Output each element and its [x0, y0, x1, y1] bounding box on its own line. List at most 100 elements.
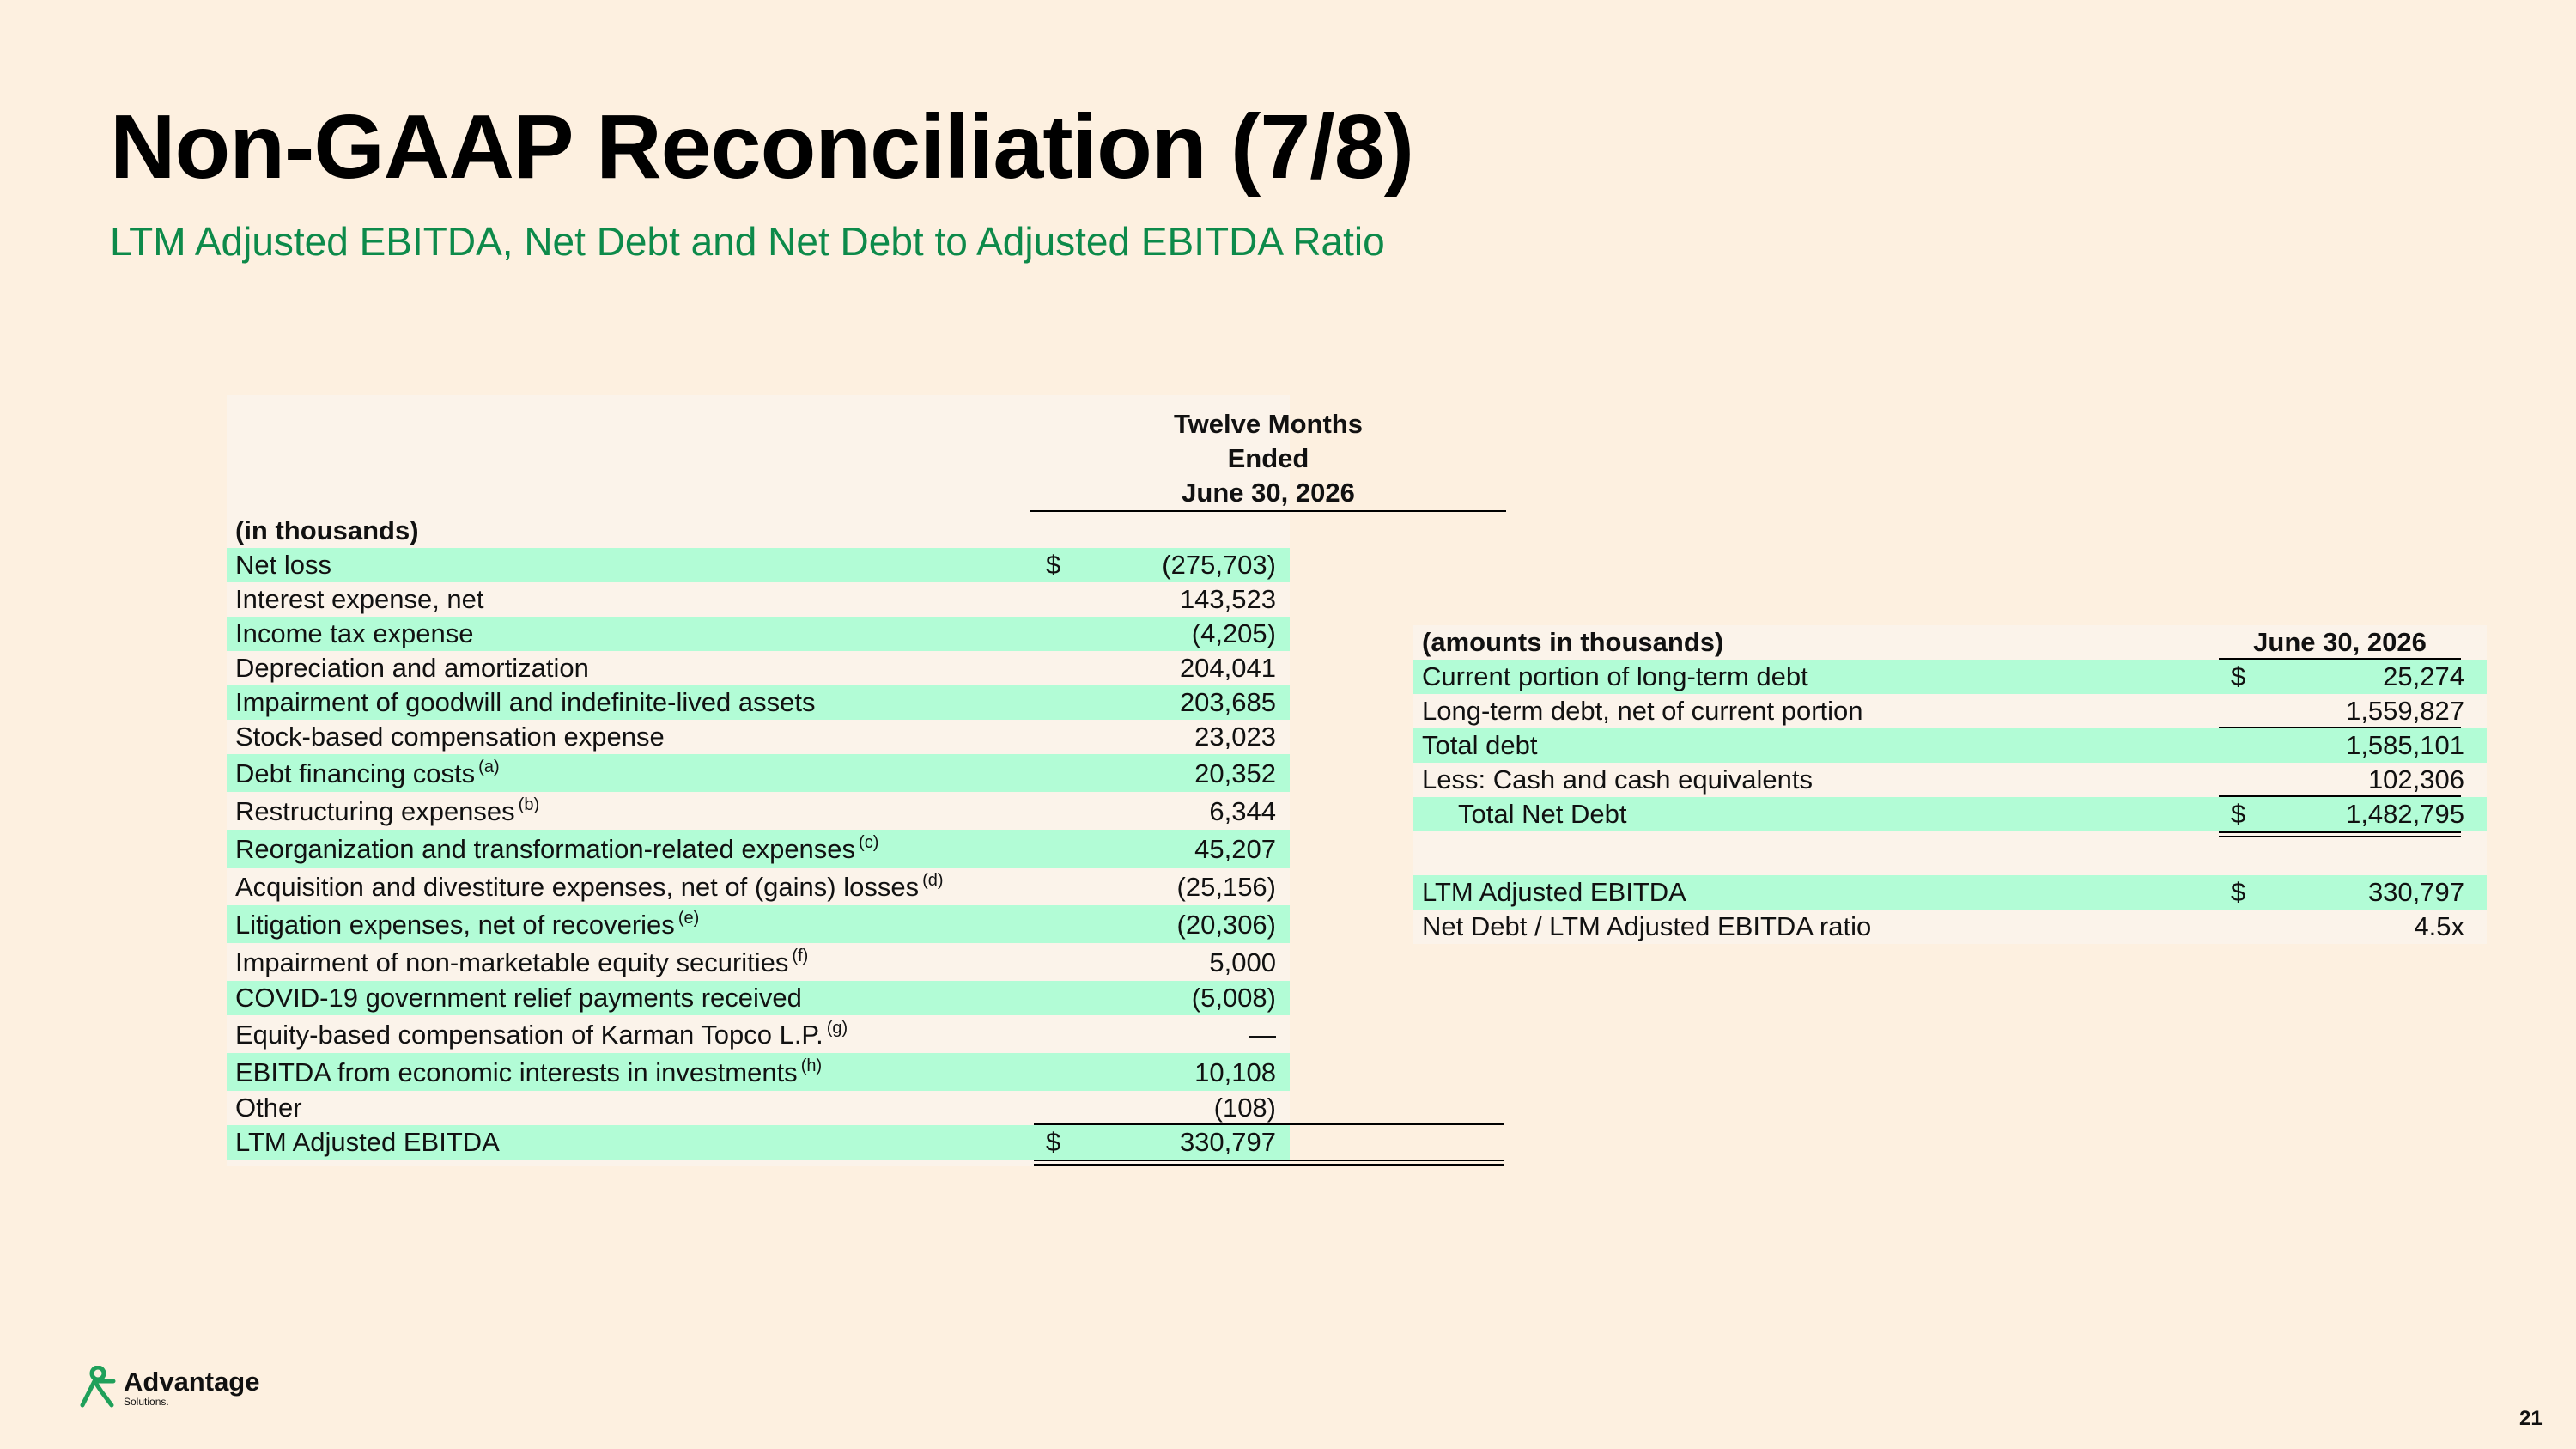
currency-symbol: $ — [1046, 550, 1061, 580]
table-row: Litigation expenses, net of recoveries (e… — [227, 905, 1290, 943]
footnote-marker: (e) — [677, 909, 700, 928]
row-label: Current portion of long-term debt — [1422, 661, 1808, 691]
table-row: Current portion of long-term debt $25,274 — [1413, 660, 2487, 694]
logo-name: Advantage — [124, 1366, 260, 1397]
column-header-underline — [2219, 658, 2461, 660]
row-label-text: LTM Adjusted EBITDA — [235, 1127, 500, 1157]
row-value: 1,585,101 — [2346, 730, 2464, 760]
row-value: (20,306) — [1176, 910, 1276, 940]
table-row: Equity-based compensation of Karman Topc… — [227, 1015, 1290, 1053]
row-value: (25,156) — [1176, 872, 1276, 902]
currency-symbol: $ — [1046, 1127, 1061, 1157]
row-label: Debt financing costs (a) — [235, 754, 500, 794]
table-row: Other (108) — [227, 1091, 1504, 1125]
footnote-marker: (c) — [859, 833, 879, 852]
row-label: Acquisition and divestiture expenses, ne… — [235, 868, 944, 907]
table-row: LTM Adjusted EBITDA $330,797 — [227, 1125, 1290, 1160]
footnote-marker: (d) — [922, 871, 944, 890]
row-value: — — [1249, 1020, 1276, 1050]
subtotal-underline — [2219, 795, 2461, 797]
footnote-marker: (h) — [800, 1056, 823, 1075]
row-value: 330,797 — [1179, 1127, 1276, 1157]
row-label-text: Other — [235, 1093, 302, 1123]
subtotal-underline — [1034, 1123, 1504, 1125]
row-label-text: Impairment of goodwill and indefinite-li… — [235, 687, 816, 717]
table-row: EBITDA from economic interests in invest… — [227, 1053, 1290, 1091]
table-row: Total debt 1,585,101 — [1413, 728, 2487, 763]
column-header: Twelve Months Ended June 30, 2026 — [1030, 407, 1506, 510]
units-label: (amounts in thousands) — [1422, 627, 1724, 657]
row-label-text: EBITDA from economic interests in invest… — [235, 1057, 798, 1087]
row-label: Net Debt / LTM Adjusted EBITDA ratio — [1422, 911, 1872, 941]
table-row: COVID-19 government relief payments rece… — [227, 981, 1290, 1015]
row-value: (5,008) — [1191, 983, 1276, 1013]
row-label: EBITDA from economic interests in invest… — [235, 1053, 822, 1093]
row-value: 4.5x — [2414, 911, 2464, 941]
row-label: Depreciation and amortization — [235, 651, 589, 685]
table-row: LTM Adjusted EBITDA $330,797 — [1413, 875, 2487, 910]
row-label-text: Income tax expense — [235, 618, 474, 648]
units-label: (in thousands) — [235, 515, 419, 545]
table-row: Stock-based compensation expense 23,023 — [227, 720, 1290, 754]
row-value: 204,041 — [1179, 653, 1276, 683]
table-row: Total Net Debt $1,482,795 — [1413, 797, 2487, 831]
table-row: Impairment of goodwill and indefinite-li… — [227, 685, 1290, 720]
row-value: 1,482,795 — [2346, 799, 2464, 829]
subtotal-underline — [2219, 727, 2461, 728]
footnote-marker: (b) — [518, 795, 540, 814]
row-label-text: Debt financing costs — [235, 758, 476, 788]
table-header: Twelve Months Ended June 30, 2026 — [227, 395, 1506, 514]
footnote-marker: (f) — [792, 947, 809, 965]
row-value: 5,000 — [1209, 947, 1276, 977]
table-spacer — [1413, 837, 2487, 875]
table-row: Net Debt / LTM Adjusted EBITDA ratio 4.5x — [1413, 910, 2487, 944]
row-label-text: Acquisition and divestiture expenses, ne… — [235, 872, 920, 902]
column-header-line: Ended — [1227, 443, 1309, 473]
column-header: June 30, 2026 — [2253, 627, 2427, 657]
row-value: 102,306 — [2367, 764, 2464, 795]
row-label-text: Litigation expenses, net of recoveries — [235, 910, 675, 940]
row-value: 1,559,827 — [2346, 696, 2464, 726]
row-value: (275,703) — [1162, 550, 1276, 580]
column-header-line: Twelve Months — [1174, 409, 1363, 439]
row-label-text: Reorganization and transformation-relate… — [235, 834, 856, 864]
table-row: Impairment of non-marketable equity secu… — [227, 943, 1290, 981]
page-number: 21 — [2519, 1407, 2543, 1430]
row-label-text: Restructuring expenses — [235, 796, 515, 826]
table-header-row: (amounts in thousands) June 30, 2026 — [1413, 625, 2487, 660]
row-value: 6,344 — [1209, 796, 1276, 826]
row-label: Impairment of non-marketable equity secu… — [235, 943, 808, 983]
row-label: Net loss — [235, 548, 331, 582]
row-label: LTM Adjusted EBITDA — [235, 1125, 500, 1160]
row-label: Other — [235, 1091, 302, 1125]
row-label: Total debt — [1422, 730, 1538, 760]
total-double-underline — [2219, 831, 2461, 837]
page-title: Non-GAAP Reconciliation (7/8) — [110, 96, 1414, 198]
table-row: Reorganization and transformation-relate… — [227, 830, 1290, 868]
row-label: Restructuring expenses (b) — [235, 792, 539, 831]
table-row: Less: Cash and cash equivalents 102,306 — [1413, 763, 2487, 797]
table-row: Income tax expense (4,205) — [227, 617, 1290, 651]
row-label: COVID-19 government relief payments rece… — [235, 981, 802, 1015]
row-label-text: Net loss — [235, 550, 331, 580]
row-label-text: Impairment of non-marketable equity secu… — [235, 947, 789, 977]
row-value: (4,205) — [1191, 618, 1276, 648]
currency-symbol: $ — [2231, 661, 2246, 691]
company-logo: Advantage Solutions. — [76, 1366, 259, 1409]
advantage-logo-icon — [80, 1366, 116, 1408]
row-label: Less: Cash and cash equivalents — [1422, 764, 1813, 795]
row-label-text: Interest expense, net — [235, 584, 484, 614]
row-label: Long-term debt, net of current portion — [1422, 696, 1863, 726]
row-value: 203,685 — [1179, 687, 1276, 717]
row-value: 45,207 — [1194, 834, 1276, 864]
row-label: Income tax expense — [235, 617, 473, 651]
column-header-underline — [1030, 510, 1506, 512]
row-value: (108) — [1213, 1093, 1276, 1123]
row-label: LTM Adjusted EBITDA — [1422, 877, 1686, 907]
row-label-text: COVID-19 government relief payments rece… — [235, 983, 802, 1013]
table-row: Interest expense, net 143,523 — [227, 582, 1290, 617]
ltm-adjusted-ebitda-table: Twelve Months Ended June 30, 2026 (in th… — [227, 395, 1506, 1166]
total-double-underline — [1034, 1160, 1504, 1166]
row-label: Equity-based compensation of Karman Topc… — [235, 1015, 848, 1055]
row-value: 330,797 — [2367, 877, 2464, 907]
